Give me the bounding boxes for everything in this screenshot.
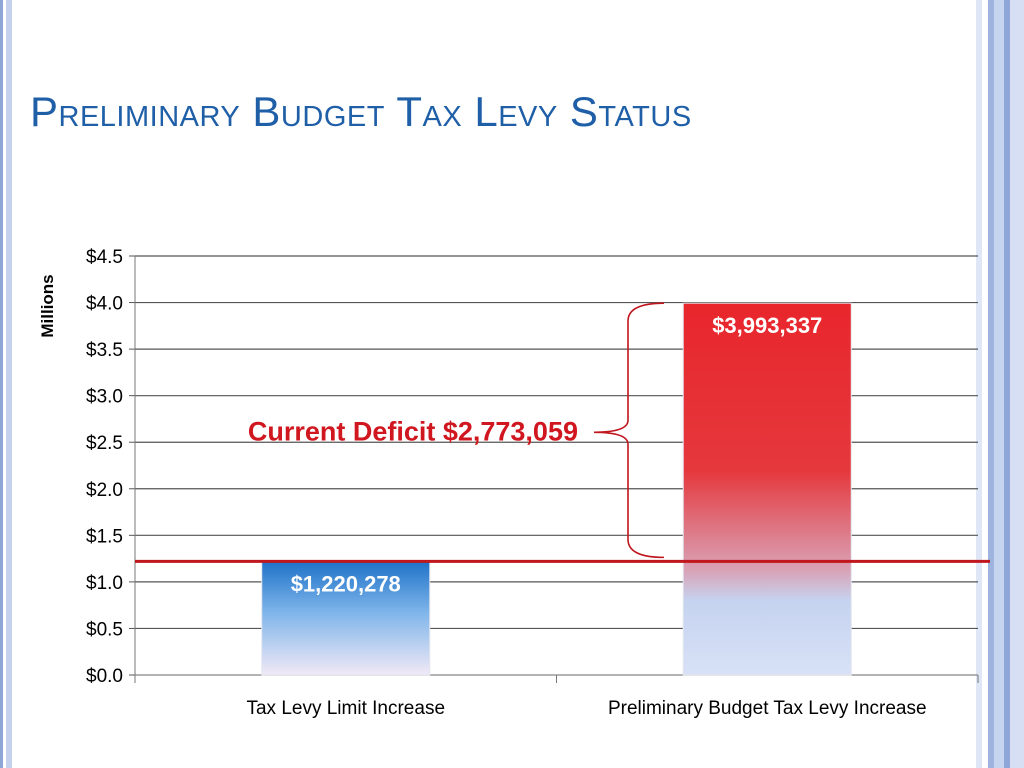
y-tick-label: $3.0 [86,387,123,408]
y-tick-label: $0.5 [86,619,123,640]
y-tick-label: $3.5 [86,340,123,361]
y-tick-label: $0.0 [86,666,123,687]
y-tick-label: $2.5 [86,433,123,454]
deficit-annotation: Current Deficit $2,773,059 [248,416,578,446]
y-tick-label: $1.0 [86,573,123,594]
y-tick-label: $2.0 [86,480,123,501]
bars: $1,220,278 $3,993,337 [261,302,852,676]
bar-preliminary-budget [682,302,852,676]
data-label: $3,993,337 [712,313,822,338]
y-axis: $0.0 $0.5 $1.0 $1.5 $2.0 $2.5 $3.0 $3.5 $4.0 $4.5… [38,247,136,687]
slide-right-border [976,0,1024,768]
x-tick-label: Preliminary Budget Tax Levy Increase [608,698,927,719]
slide-left-border [0,0,12,768]
y-tick-label: $4.0 [86,294,123,315]
x-tick-label: Tax Levy Limit Increase [246,698,445,719]
slide-title: Preliminary Budget Tax Levy Status [30,88,692,135]
y-tick-label: $1.5 [86,526,123,547]
x-axis: Tax Levy Limit Increase Preliminary Budge… [134,675,979,719]
deficit-brace [593,302,665,559]
y-tick-label: $4.5 [86,247,123,268]
annotation: Current Deficit $2,773,059 [135,302,990,563]
data-label: $1,220,278 [291,571,401,596]
bar-tax-levy-limit [261,560,431,676]
y-axis-label: Millions [38,274,57,337]
